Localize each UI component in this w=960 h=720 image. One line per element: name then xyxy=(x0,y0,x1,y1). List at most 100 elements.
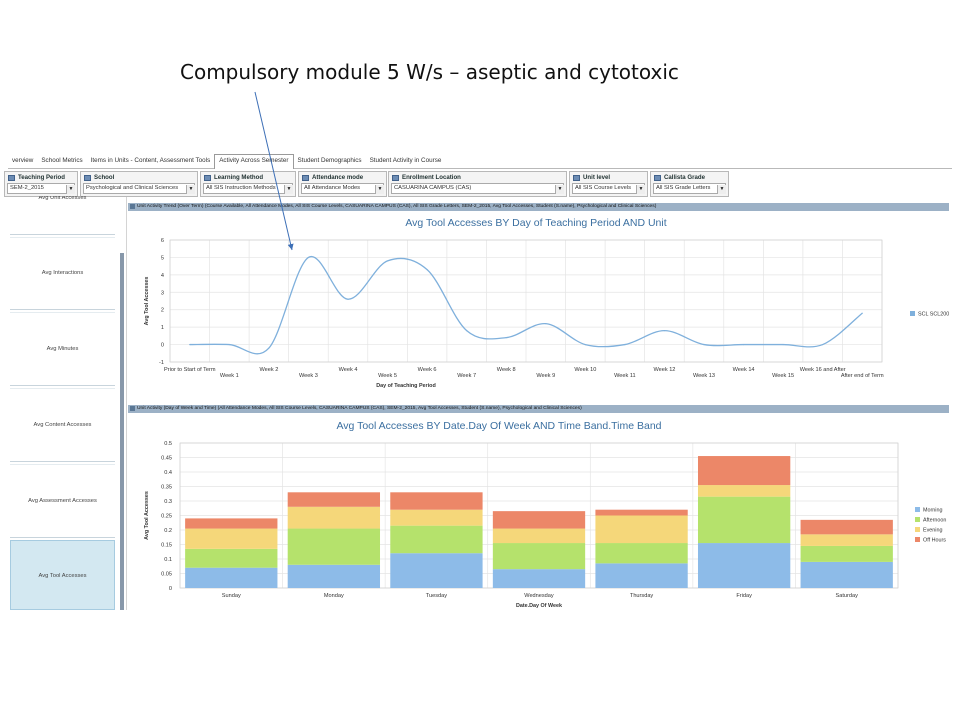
x-axis-label: Date.Day Of Week xyxy=(516,603,562,609)
x-tick-label: Week 2 xyxy=(259,367,278,373)
panel-header-trend: Unit Activity Trend (Over Term) (Course … xyxy=(128,203,949,211)
x-tick-label: Tuesday xyxy=(426,593,447,599)
tab-student-demographics[interactable]: Student Demographics xyxy=(297,157,362,164)
tab-bar: verview School Metrics Items in Units - … xyxy=(8,154,952,169)
sidebar-item-avg-content-accesses[interactable]: Avg Content Accesses xyxy=(33,422,92,428)
bar-segment-morning xyxy=(390,553,483,588)
bar-segment-morning xyxy=(492,569,586,588)
bar-segment-off-hours xyxy=(697,456,791,486)
legend-swatch xyxy=(915,507,920,512)
y-tick-label: 1 xyxy=(161,325,164,331)
bar-segment-morning xyxy=(595,563,688,588)
filter-learning-method: Learning Method All SIS Instruction Meth… xyxy=(200,171,296,197)
data-point xyxy=(386,260,389,262)
x-tick-label: Week 12 xyxy=(653,367,675,373)
charts-canvas: Avg Tool Accesses BY Day of Teaching Per… xyxy=(144,217,949,609)
legend-swatch xyxy=(910,311,915,316)
sidebar-item-avg-tool-accesses[interactable]: Avg Tool Accesses xyxy=(10,540,115,610)
bar-segment-evening xyxy=(287,506,381,529)
chevron-down-icon[interactable]: ▼ xyxy=(284,185,293,194)
x-tick-label: Week 16 and After xyxy=(800,367,846,373)
y-tick-label: 5 xyxy=(161,255,164,261)
data-point xyxy=(782,343,784,346)
bar-segment-afternoon xyxy=(287,528,381,565)
data-point xyxy=(347,298,349,300)
tab-overview[interactable]: verview xyxy=(12,157,34,164)
tab-school-metrics[interactable]: School Metrics xyxy=(41,157,83,164)
filter-callista-grade: Callista Grade All SIS Grade Letters ▼ xyxy=(650,171,729,197)
bar-segment-morning xyxy=(287,564,381,588)
y-tick-label: 0.25 xyxy=(161,514,172,520)
bar-segment-evening xyxy=(390,509,483,526)
bar-segment-afternoon xyxy=(185,548,278,568)
sidebar-item-avg-interactions[interactable]: Avg Interactions xyxy=(41,270,84,276)
filter-icon xyxy=(573,174,580,181)
chevron-down-icon[interactable]: ▼ xyxy=(717,185,726,194)
bar-segment-evening xyxy=(697,485,791,497)
bar-segment-off-hours xyxy=(390,492,483,510)
x-tick-label: Week 4 xyxy=(339,367,358,373)
arrow-line xyxy=(254,91,294,251)
bar-segment-evening xyxy=(595,515,688,544)
y-axis-label: Avg Tool Accesses xyxy=(144,491,150,540)
filter-icon xyxy=(204,174,211,181)
x-tick-label: Week 8 xyxy=(497,367,516,373)
bar-segment-afternoon xyxy=(697,496,791,544)
data-point xyxy=(703,343,705,346)
tab-student-activity[interactable]: Student Activity in Course xyxy=(369,157,442,164)
y-tick-label: 0.1 xyxy=(164,557,172,563)
data-point xyxy=(268,347,270,349)
chevron-down-icon[interactable]: ▼ xyxy=(636,185,645,194)
data-point xyxy=(307,256,310,259)
slide-title: Compulsory module 5 W/s – aseptic and cy… xyxy=(180,60,679,84)
legend-swatch xyxy=(915,527,920,532)
y-tick-label: 4 xyxy=(161,273,164,279)
tab-items-in-units[interactable]: Items in Units - Content, Assessment Too… xyxy=(90,157,211,164)
x-tick-label: Week 5 xyxy=(378,373,397,379)
sidebar-item-avg-assessment-accesses[interactable]: Avg Assessment Accesses xyxy=(28,498,97,504)
y-tick-label: 0.15 xyxy=(161,543,172,549)
x-tick-label: Week 13 xyxy=(693,373,715,379)
x-tick-label: Week 1 xyxy=(220,373,239,379)
data-point xyxy=(545,323,547,325)
y-tick-label: 6 xyxy=(161,238,164,244)
bar-segment-off-hours xyxy=(492,511,586,529)
sidebar-separator xyxy=(10,309,115,313)
filter-bar: Teaching Period SEM-2_2015 ▼ School Psyc… xyxy=(4,169,952,197)
panel-header-day-time: Unit Activity (Day of Week and Time) (Al… xyxy=(128,405,949,413)
chevron-down-icon[interactable]: ▼ xyxy=(555,185,564,194)
chevron-down-icon[interactable]: ▼ xyxy=(66,185,75,194)
panel-icon xyxy=(130,204,135,209)
x-tick-label: Monday xyxy=(324,593,344,599)
bar-segment-evening xyxy=(185,528,278,549)
sidebar-item-avg-minutes[interactable]: Avg Minutes xyxy=(46,346,79,352)
x-tick-label: Week 6 xyxy=(418,367,437,373)
x-tick-label: Week 7 xyxy=(457,373,476,379)
y-tick-label: 2 xyxy=(161,308,164,314)
y-tick-label: 0.3 xyxy=(164,499,172,505)
y-tick-label: 0.4 xyxy=(164,470,172,476)
tab-activity-across-semester[interactable]: Activity Across Semester xyxy=(214,154,294,169)
data-point xyxy=(228,343,230,346)
splitter-handle[interactable] xyxy=(120,253,124,610)
legend-swatch xyxy=(915,537,920,542)
divider xyxy=(126,197,127,610)
filter-icon xyxy=(654,174,661,181)
chevron-down-icon[interactable]: ▼ xyxy=(186,185,195,194)
x-tick-label: Week 11 xyxy=(614,373,636,379)
sidebar-separator xyxy=(10,234,115,238)
filter-icon xyxy=(8,174,15,181)
bar-segment-off-hours xyxy=(287,492,381,507)
bar-segment-evening xyxy=(492,528,586,544)
filter-enrollment-location: Enrollment Location CASUARINA CAMPUS (CA… xyxy=(388,171,567,197)
filter-teaching-period: Teaching Period SEM-2_2015 ▼ xyxy=(4,171,78,197)
y-tick-label: 3 xyxy=(161,290,164,296)
bar-segment-afternoon xyxy=(492,543,586,570)
filter-icon xyxy=(84,174,91,181)
sidebar-item-avg-unit-accesses[interactable]: Avg Unit Accesses xyxy=(38,196,87,201)
data-point xyxy=(189,343,191,346)
chevron-down-icon[interactable]: ▼ xyxy=(375,185,384,194)
x-tick-label: Week 14 xyxy=(733,367,755,373)
y-tick-label: 0 xyxy=(161,343,164,349)
x-tick-label: Sunday xyxy=(222,593,241,599)
